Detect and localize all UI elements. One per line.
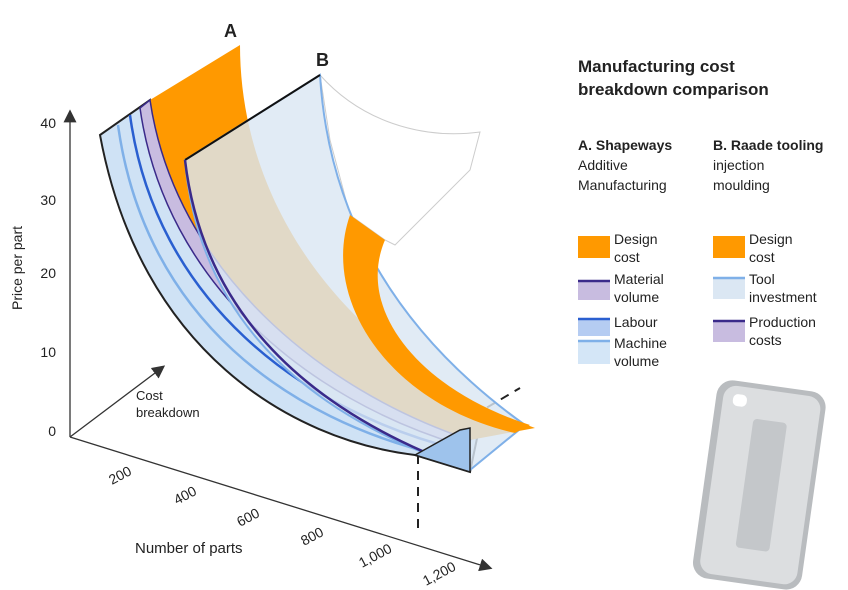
surface-label: A <box>224 21 237 41</box>
column-heading: A. Shapeways <box>578 137 672 153</box>
column-subheading: Manufacturing <box>578 177 667 193</box>
cost-surfaces: A B <box>98 21 535 474</box>
swatch <box>578 236 610 258</box>
column-subheading: injection <box>713 157 764 173</box>
swatch <box>713 236 745 258</box>
legend-label: Design <box>749 231 793 247</box>
legend-label: volume <box>614 353 659 369</box>
x-tick-label: 400 <box>171 482 199 507</box>
legend-label: cost <box>749 249 775 265</box>
legend-title: breakdown comparison <box>578 80 769 99</box>
depth-axis-label: Cost <box>136 388 163 403</box>
column-subheading: Additive <box>578 157 628 173</box>
x-tick-label: 200 <box>106 462 134 487</box>
y-tick-label: 20 <box>40 265 56 281</box>
x-tick-label: 1,200 <box>420 558 459 589</box>
column-heading: B. Raade tooling <box>713 137 823 153</box>
column-subheading: moulding <box>713 177 770 193</box>
legend-label: investment <box>749 289 817 305</box>
x-axis-label: Number of parts <box>135 540 243 557</box>
legend-label: costs <box>749 332 782 348</box>
legend-label: Material <box>614 271 664 287</box>
swatch <box>713 277 745 299</box>
swatch <box>578 318 610 336</box>
surface-label: B <box>316 50 329 70</box>
legend-label: Machine <box>614 335 667 351</box>
x-tick-label: 800 <box>298 523 326 548</box>
x-tick-label: 1,000 <box>356 540 395 571</box>
legend-label: volume <box>614 289 659 305</box>
legend-label: Production <box>749 314 816 330</box>
x-tick-label: 600 <box>234 504 262 529</box>
phone-case-image <box>692 380 826 590</box>
y-tick-label: 40 <box>40 115 56 131</box>
depth-axis-label: breakdown <box>136 405 200 420</box>
legend-title: Manufacturing cost <box>578 57 735 76</box>
swatch <box>578 340 610 364</box>
legend: Manufacturing cost breakdown comparison … <box>578 57 823 369</box>
legend-label: Labour <box>614 314 658 330</box>
y-tick-label: 0 <box>48 423 56 439</box>
swatch <box>713 320 745 342</box>
legend-label: cost <box>614 249 640 265</box>
legend-label: Design <box>614 231 658 247</box>
legend-label: Tool <box>749 271 775 287</box>
y-tick-label: 10 <box>40 344 56 360</box>
swatch <box>578 280 610 300</box>
y-axis-label: Price per part <box>9 226 25 310</box>
y-tick-label: 30 <box>40 192 56 208</box>
